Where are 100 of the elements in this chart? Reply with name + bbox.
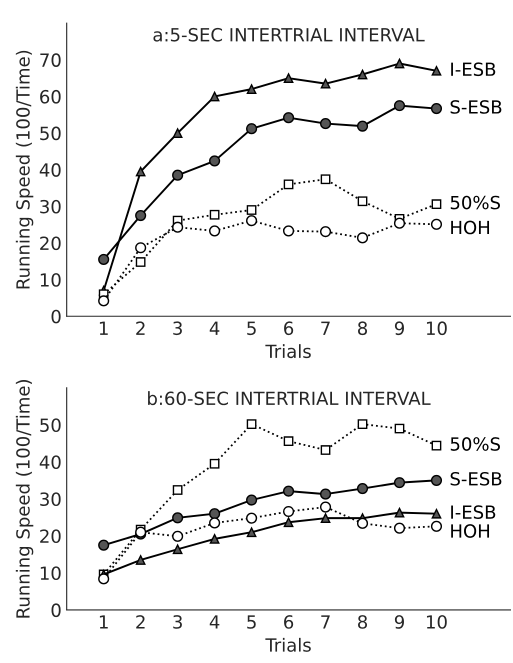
point [284, 517, 294, 528]
x-tick-label: 7 [321, 322, 330, 335]
point [135, 242, 146, 254]
point [210, 534, 220, 544]
y-tick-label: 0 [52, 310, 61, 324]
point [246, 84, 256, 94]
point [283, 112, 294, 124]
y-tick-label: 30 [40, 200, 61, 214]
y-tick-label: 60 [40, 90, 61, 104]
x-tick-label: 3 [173, 321, 182, 336]
point [356, 232, 368, 244]
x-tick-label: 5 [247, 322, 256, 336]
point [98, 254, 110, 266]
point [394, 522, 406, 534]
point [320, 501, 332, 513]
point [394, 477, 406, 488]
point [172, 512, 184, 524]
x-tick-label: 9 [394, 615, 404, 629]
series-label: 50%S [450, 196, 500, 210]
point [356, 120, 368, 132]
point [283, 506, 294, 518]
y-tick-label: 20 [40, 236, 61, 250]
y-tick-label: 50 [40, 418, 61, 432]
y-tick-label: 70 [40, 53, 61, 67]
point [358, 196, 368, 206]
point [284, 180, 294, 190]
point [394, 58, 404, 68]
point [246, 527, 256, 538]
x-tick-label: 3 [173, 615, 182, 629]
x-tick-label: 4 [210, 322, 220, 335]
y-tick-label: 0 [52, 603, 61, 618]
series-label: HOH [451, 220, 490, 234]
point [210, 210, 220, 220]
point [432, 66, 442, 76]
point [209, 517, 220, 529]
point [172, 222, 184, 233]
y-tick-label: 50 [40, 126, 61, 140]
x-tick-label: 1 [100, 615, 108, 629]
point [356, 482, 368, 494]
point [246, 419, 256, 429]
point [430, 103, 442, 114]
y-tick-label: 10 [40, 566, 61, 580]
point [432, 199, 442, 210]
x-tick-label: 2 [136, 321, 145, 335]
point [246, 512, 258, 524]
y-tick-label: 20 [40, 529, 61, 544]
point [283, 486, 294, 497]
point [172, 128, 182, 138]
y-axis-title: Running Speed (100/Time) [16, 380, 34, 618]
point [394, 424, 404, 434]
x-tick-label: 8 [358, 615, 368, 629]
point [320, 445, 330, 455]
point [320, 118, 332, 130]
series-label: HOH [451, 524, 490, 538]
x-tick-label: 10 [426, 615, 447, 629]
point [246, 494, 258, 506]
point [394, 100, 406, 112]
x-tick-label: 8 [358, 321, 368, 336]
point [283, 225, 294, 236]
x-axis-title: Trials [265, 638, 311, 652]
point [432, 508, 442, 519]
series-label: S-ESB [450, 472, 502, 486]
point [358, 419, 368, 429]
point [320, 513, 330, 524]
point [320, 226, 332, 238]
point [98, 295, 110, 306]
point [210, 458, 220, 469]
y-axis-title: Running Speed (100/Time) [16, 50, 34, 288]
point [320, 78, 330, 89]
point [172, 530, 184, 542]
point [209, 155, 220, 166]
point [136, 555, 146, 565]
point [430, 474, 442, 486]
point [172, 544, 182, 554]
x-tick-label: 2 [136, 615, 145, 629]
point [98, 540, 110, 551]
point [430, 520, 442, 532]
chart-title: b:60-SEC INTERTRIAL INTERVAL [148, 391, 431, 406]
y-tick-label: 30 [40, 492, 61, 506]
series-label: I-ESB [451, 505, 496, 519]
point [320, 488, 332, 500]
point [246, 215, 258, 226]
point [136, 257, 146, 267]
y-tick-label: 40 [40, 455, 61, 470]
point [284, 436, 294, 446]
point [358, 70, 368, 80]
series-label: S-ESB [450, 100, 502, 114]
y-tick-label: 10 [40, 273, 61, 287]
point [246, 205, 256, 215]
point [246, 123, 258, 134]
series-label: I-ESB [451, 62, 496, 76]
point [356, 518, 368, 529]
point [98, 573, 110, 584]
x-tick-label: 6 [284, 615, 294, 629]
point [394, 218, 406, 229]
series-label: 50%S [450, 437, 500, 451]
x-tick-label: 4 [210, 615, 220, 629]
point [430, 218, 442, 230]
point [320, 174, 330, 184]
point [394, 508, 404, 518]
